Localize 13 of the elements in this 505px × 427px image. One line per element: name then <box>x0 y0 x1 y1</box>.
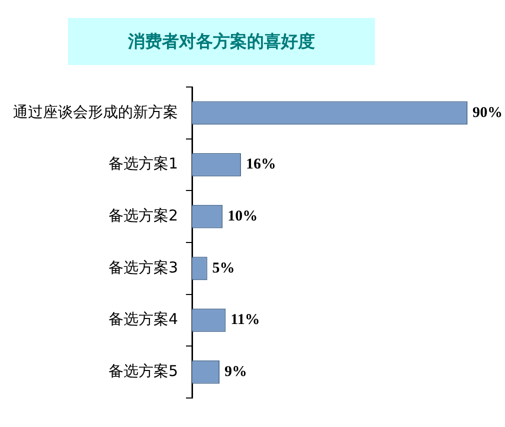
data-label: 90% <box>472 104 502 121</box>
y-tick-label: 通过座谈会形成的新方案 <box>13 102 178 121</box>
chart-title: 消费者对各方案的喜好度 <box>68 18 375 65</box>
y-tick-label: 备选方案1 <box>108 154 178 173</box>
y-tick-label: 备选方案2 <box>108 206 178 224</box>
data-label: 9% <box>224 364 248 380</box>
data-label: 5% <box>212 260 235 276</box>
data-label: 16% <box>246 156 276 173</box>
y-tick-label: 备选方案4 <box>108 310 178 328</box>
y-tick-label: 备选方案5 <box>108 362 178 380</box>
y-tick-label: 备选方案3 <box>108 258 178 276</box>
data-label: 10% <box>228 208 258 224</box>
data-label: 11% <box>230 312 260 328</box>
